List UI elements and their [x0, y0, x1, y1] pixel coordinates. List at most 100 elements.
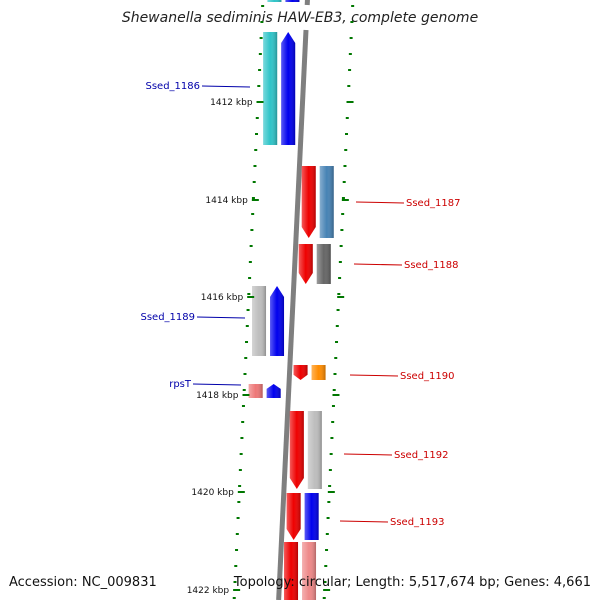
tick-mark — [245, 341, 249, 343]
major-tick — [341, 199, 349, 201]
tick-mark — [232, 597, 236, 599]
tick-mark — [257, 85, 261, 87]
tick-mark — [235, 533, 239, 535]
accession-text: Accession: NC_009831 — [9, 575, 157, 590]
tick-mark — [248, 261, 252, 263]
kbp-label: 1420 kbp — [191, 488, 234, 498]
map-title: Shewanella sediminis HAW-EB3, complete g… — [121, 10, 479, 26]
tick-mark — [331, 405, 335, 407]
tick-mark — [344, 149, 348, 151]
gene-block-shade — [307, 411, 322, 489]
gene-arrow-shade — [301, 166, 316, 238]
tick-mark — [258, 69, 262, 71]
tick-mark — [345, 117, 349, 119]
tick-mark — [251, 213, 255, 215]
tick-mark — [350, 21, 354, 23]
major-tick — [327, 491, 335, 493]
gene-block-shade — [304, 493, 319, 540]
major-tick — [251, 199, 259, 201]
tick-mark — [343, 165, 347, 167]
tick-mark — [250, 229, 254, 231]
tick-mark — [331, 421, 335, 423]
tick-mark — [336, 309, 340, 311]
kbp-label: 1418 kbp — [196, 391, 239, 401]
gene-block-shade — [248, 384, 263, 398]
tick-mark — [241, 405, 245, 407]
tick-mark — [258, 53, 262, 55]
major-tick — [237, 491, 245, 493]
tick-mark — [238, 469, 242, 471]
label-leader — [349, 374, 399, 377]
gene-label: Ssed_1192 — [394, 450, 449, 461]
label-leader — [201, 85, 251, 88]
tick-mark — [333, 373, 337, 375]
gene-label: Ssed_1187 — [406, 198, 461, 209]
gene-features — [248, 0, 334, 600]
label-leader — [192, 383, 242, 386]
kbp-label: 1422 kbp — [187, 586, 230, 596]
tick-mark — [326, 517, 330, 519]
tick-mark — [254, 149, 258, 151]
axis-line — [276, 29, 309, 600]
kbp-label: 1412 kbp — [210, 98, 253, 108]
tick-mark — [348, 53, 352, 55]
major-tick — [247, 296, 255, 298]
tick-mark — [252, 181, 256, 183]
tick-mark — [248, 277, 252, 279]
gene-label: Ssed_1186 — [145, 81, 200, 92]
gene-arrow-shade — [286, 493, 301, 540]
tick-mark — [259, 37, 263, 39]
gene-block-partial-shade — [285, 0, 300, 2]
major-tick — [337, 296, 345, 298]
gene-arrow-shade — [270, 286, 285, 356]
tick-mark — [246, 309, 250, 311]
tick-mark — [235, 549, 239, 551]
label-leader — [196, 316, 246, 319]
tick-mark — [337, 293, 341, 295]
tick-mark — [342, 181, 346, 183]
kbp-labels: 1412 kbp 1414 kbp 1416 kbp 1418 kbp 1420 kbp… — [187, 98, 354, 596]
tick-mark — [325, 533, 329, 535]
tick-mark — [345, 133, 349, 135]
gene-block-partial-shade — [267, 0, 282, 2]
tick-mark — [238, 485, 242, 487]
tick-mark — [241, 421, 245, 423]
gene-block-shade — [316, 244, 331, 284]
tick-mark — [253, 165, 257, 167]
gene-block-shade — [311, 365, 326, 380]
tick-mark — [327, 501, 331, 503]
tick-mark — [233, 581, 237, 583]
gene-block-shade — [263, 32, 278, 145]
gene-labels: Ssed_1186 Ssed_1187 Ssed_1188 Ssed_1189 Ssed… — [140, 81, 460, 528]
label-leader — [355, 201, 405, 204]
gene-block-shade — [252, 286, 267, 356]
tick-mark — [261, 5, 265, 7]
tick-mark — [340, 229, 344, 231]
tick-mark — [335, 325, 339, 327]
tick-mark — [251, 197, 255, 199]
gene-label: Ssed_1188 — [404, 260, 459, 271]
tick-mark — [338, 277, 342, 279]
minor-ticks — [232, 5, 355, 599]
tick-mark — [237, 501, 241, 503]
gene-label: Ssed_1189 — [140, 312, 195, 323]
major-tick — [233, 589, 241, 591]
gene-block-shade — [319, 166, 334, 238]
tick-mark — [335, 341, 339, 343]
gene-arrow-shade — [281, 32, 296, 145]
kbp-label: 1414 kbp — [205, 196, 248, 206]
tick-mark — [255, 117, 259, 119]
tick-mark — [244, 357, 248, 359]
tick-mark — [247, 293, 251, 295]
tick-mark — [236, 517, 240, 519]
tick-mark — [239, 453, 243, 455]
tick-mark — [328, 469, 332, 471]
label-leader — [353, 263, 403, 266]
tick-mark — [339, 245, 343, 247]
major-tick — [256, 101, 264, 103]
tick-mark — [249, 245, 253, 247]
tick-mark — [338, 261, 342, 263]
tick-mark — [260, 21, 264, 23]
gene-block-partial-shade — [302, 542, 317, 600]
label-leader — [339, 520, 389, 523]
